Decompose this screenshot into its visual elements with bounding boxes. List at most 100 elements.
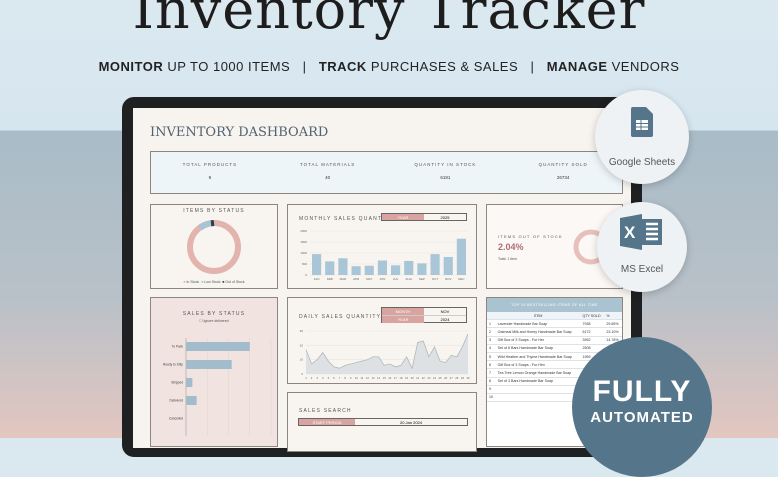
checkbox-label: Ignore delivered xyxy=(204,319,229,323)
percent: 23.10% xyxy=(604,328,622,336)
ignore-delivered-checkbox[interactable]: ☐ Ignore delivered xyxy=(151,319,277,323)
x-tick-label: APR xyxy=(353,277,360,281)
bar xyxy=(378,260,387,275)
panel-title: SALES BY STATUS xyxy=(151,311,277,317)
x-tick-label: 15 xyxy=(383,376,387,380)
x-tick-label: 24 xyxy=(433,376,437,380)
x-tick-label: 28 xyxy=(455,376,459,380)
x-tick-label: 30 xyxy=(466,376,470,380)
items-by-status-panel: ITEMS BY STATUS ■ In Stock ■ Low Stock ■… xyxy=(150,204,278,289)
percent: 29.65% xyxy=(604,320,622,328)
item-name: Oatmeal Milk and Honey Handmade Bar Soap xyxy=(496,328,581,336)
item-name: Set of 3 Bars Handmade Bar Soap xyxy=(496,377,581,385)
x-tick-label: 22 xyxy=(422,376,426,380)
year-value[interactable]: 2025 xyxy=(424,214,466,220)
x-tick-label: JAN xyxy=(314,277,320,281)
x-tick-label: 4 xyxy=(322,376,324,380)
row-num: 9 xyxy=(487,385,496,393)
bar xyxy=(186,396,197,405)
row-num: 7 xyxy=(487,369,496,377)
donut-legend: ■ In Stock ■ Low Stock ■ Out of Stock xyxy=(151,280,277,284)
bar xyxy=(457,239,466,275)
x-tick-label: 19 xyxy=(405,376,409,380)
separator: | xyxy=(303,59,307,74)
row-num: 2 xyxy=(487,328,496,336)
y-tick-label: 0 xyxy=(301,372,303,376)
tag-manage: MANAGE xyxy=(547,59,608,74)
y-tick-label: To Pack xyxy=(172,345,184,349)
sales-by-status-panel: SALES BY STATUS ☐ Ignore delivered To Pa… xyxy=(150,297,278,447)
qty-sold: 6172 xyxy=(580,328,604,336)
dashboard-title: INVENTORY DASHBOARD xyxy=(150,125,328,140)
row-num: 5 xyxy=(487,352,496,360)
panel-title: TOP 10 BESTSELLING ITEMS OF ALL TIME xyxy=(487,298,622,312)
bar xyxy=(312,254,321,275)
bar xyxy=(186,378,192,387)
bar xyxy=(431,254,440,275)
year-label: YEAR xyxy=(382,214,424,220)
start-period-value[interactable]: 20 Jan 2024 xyxy=(355,419,467,425)
status-donut xyxy=(151,205,277,288)
bar xyxy=(186,360,232,369)
y-tick-label: Ready to Ship xyxy=(163,363,183,367)
google-sheets-icon xyxy=(631,107,653,137)
panel-title: MONTHLY SALES QUANTITY xyxy=(299,216,394,222)
x-tick-label: 18 xyxy=(399,376,403,380)
x-tick-label: 10 xyxy=(355,376,359,380)
x-tick-label: 12 xyxy=(366,376,370,380)
out-of-stock-total: Total: 1 item xyxy=(498,257,517,261)
svg-text:X: X xyxy=(624,223,636,242)
col-qty: QTY SOLD xyxy=(580,312,604,320)
ms-excel-icon: X xyxy=(620,214,664,250)
col-pct: % xyxy=(604,312,622,320)
year-value[interactable]: 2024 xyxy=(424,316,466,323)
badge-line1: FULLY xyxy=(572,375,712,409)
row-num: 10 xyxy=(487,393,496,401)
x-tick-label: FEB xyxy=(327,277,333,281)
row-num: 1 xyxy=(487,320,496,328)
bar xyxy=(186,342,250,351)
panel-title: DAILY SALES QUANTITY xyxy=(299,314,381,320)
x-tick-label: 14 xyxy=(377,376,381,380)
area-fill xyxy=(306,334,468,374)
bar xyxy=(404,261,413,275)
start-period-label: START PERIOD xyxy=(299,419,355,425)
x-tick-label: JUN xyxy=(379,277,385,281)
x-tick-label: 16 xyxy=(388,376,392,380)
legend-label: Low Stock xyxy=(204,280,220,284)
kpi-label: QUANTITY IN STOCK xyxy=(387,162,505,167)
x-tick-label: 6 xyxy=(333,376,335,380)
tag-track-text: PURCHASES & SALES xyxy=(367,59,518,74)
y-tick-label: 20 xyxy=(300,343,304,347)
bar xyxy=(338,258,347,275)
legend-label: In Stock xyxy=(186,280,199,284)
item-name: Gift Box of 3 Soaps - For Her xyxy=(496,336,581,344)
kpi-value: 9 xyxy=(151,175,269,180)
x-tick-label: JUL xyxy=(393,277,399,281)
y-tick-label: 1000 xyxy=(300,251,307,255)
x-tick-label: 25 xyxy=(439,376,443,380)
x-tick-label: AUG xyxy=(405,277,412,281)
badge-line2: AUTOMATED xyxy=(572,409,712,426)
item-name xyxy=(496,385,581,393)
y-tick-label: 0 xyxy=(305,273,307,277)
x-tick-label: MAR xyxy=(340,277,348,281)
bar xyxy=(391,265,400,275)
month-dropdown[interactable]: NOV xyxy=(424,308,466,315)
row-num: 3 xyxy=(487,336,496,344)
bar xyxy=(325,261,334,275)
